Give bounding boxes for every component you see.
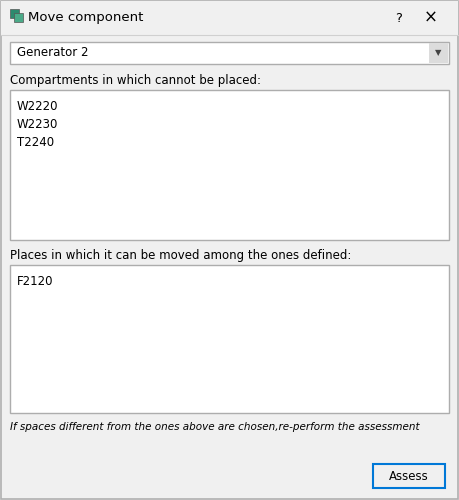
Bar [373,464,445,488]
Bar [10,42,449,64]
Bar [10,90,449,240]
Bar [10,265,449,413]
Text: If spaces different from the ones above are chosen,re-perform the assessment: If spaces different from the ones above … [10,422,420,432]
Text: F2120: F2120 [17,275,54,288]
Bar [429,43,448,63]
Bar [14,13,23,22]
Text: T2240: T2240 [17,136,54,149]
Text: W2230: W2230 [17,118,58,131]
Text: Places in which it can be moved among the ones defined:: Places in which it can be moved among th… [10,249,352,262]
Text: ×: × [424,9,438,27]
Text: Assess: Assess [389,470,429,482]
Text: W2220: W2220 [17,100,58,113]
Text: Move component: Move component [28,12,143,24]
Text: Compartments in which cannot be placed:: Compartments in which cannot be placed: [10,74,261,87]
Bar [1,1,458,35]
Bar [10,9,19,18]
Text: ▼: ▼ [435,48,442,58]
Text: ?: ? [396,12,403,24]
Text: Generator 2: Generator 2 [17,46,89,60]
